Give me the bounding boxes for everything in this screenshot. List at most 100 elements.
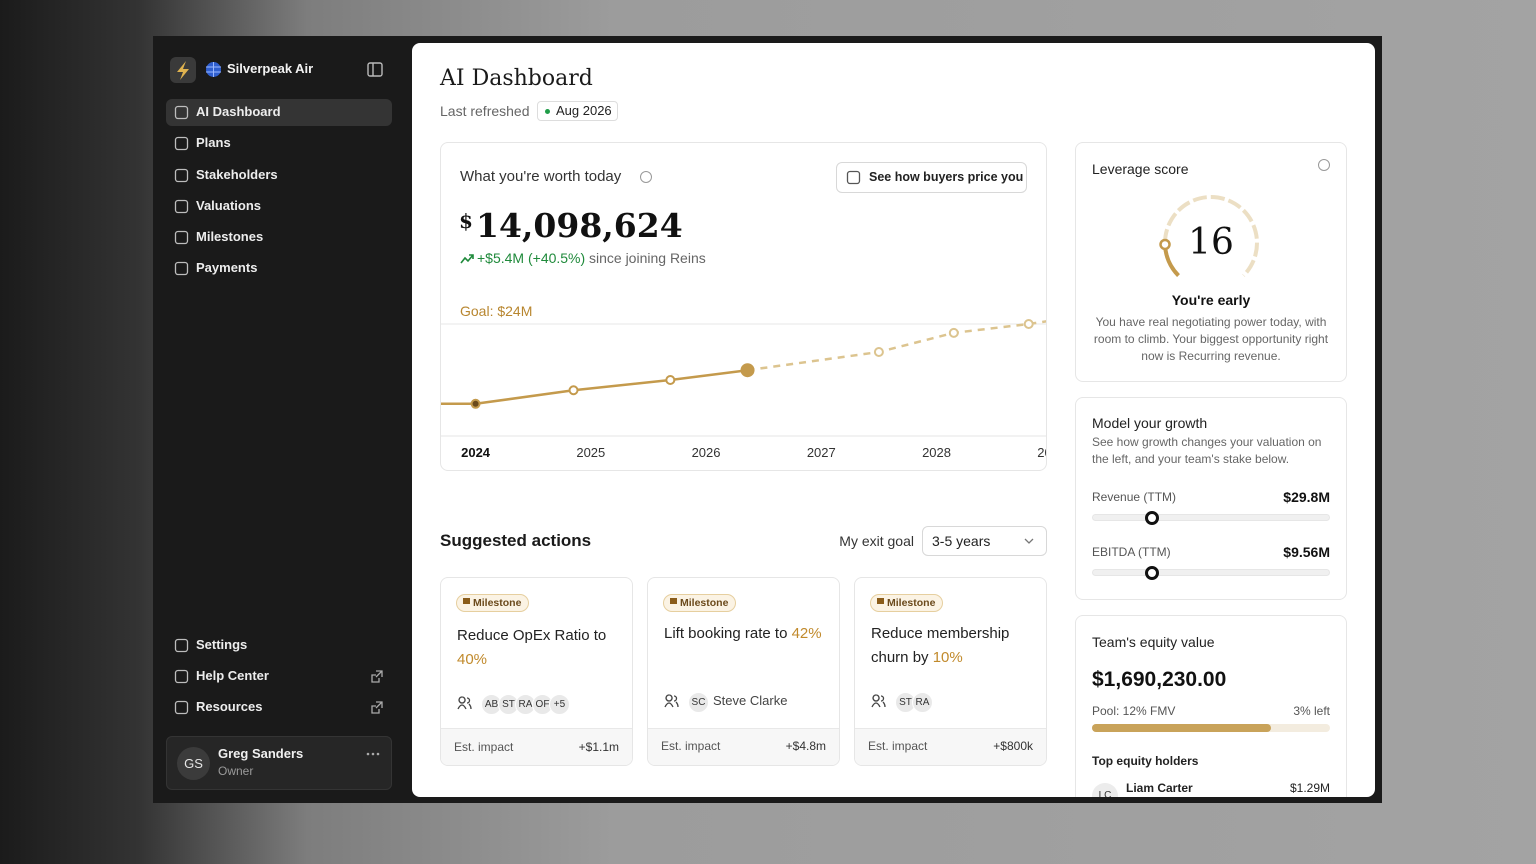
- icon-shape: [174, 230, 189, 245]
- icon-shape: [174, 700, 189, 715]
- menu-dot: [376, 752, 380, 756]
- worth-change: +$5.4M (+40.5%): [477, 250, 586, 266]
- equity-title: Team's equity value: [1092, 634, 1215, 650]
- action-highlight: 42%: [791, 625, 822, 642]
- slider-value: $29.8M: [1283, 489, 1330, 505]
- people-icon: [457, 696, 472, 710]
- data-point: [873, 347, 884, 357]
- x-tick-label: 2025: [576, 445, 605, 460]
- worth-change-note: since joining Reins: [589, 250, 706, 266]
- data-point: [948, 327, 959, 338]
- equity-value: $1,690,230.00: [1092, 668, 1227, 691]
- action-text: Reduce membership churn by 10%: [871, 622, 1031, 670]
- people-icon: [871, 694, 886, 708]
- slider-knob[interactable]: [1144, 566, 1159, 580]
- nav-label: AI Dashboard: [196, 104, 281, 119]
- sidebar-toggle: [367, 62, 383, 77]
- slider-knob[interactable]: [1144, 511, 1159, 525]
- nav-label: Stakeholders: [196, 167, 278, 182]
- icon: [174, 136, 189, 151]
- leverage-score: 16: [1188, 222, 1234, 263]
- external-link-icon: [371, 701, 383, 714]
- worth-title: What you're worth today: [460, 168, 622, 185]
- goal-label: Goal: $24M: [460, 303, 532, 319]
- badge-label: Milestone: [887, 597, 936, 609]
- person-name: Steve Clarke: [713, 693, 788, 708]
- gauge: [1159, 195, 1259, 277]
- icon: [174, 261, 189, 276]
- people-shape: [871, 694, 886, 708]
- action-text-main: Lift booking rate to: [664, 625, 788, 642]
- gauge-knob: [1159, 238, 1171, 251]
- x-tick-label: 2024: [461, 445, 491, 460]
- slider-label: EBITDA (TTM): [1092, 545, 1171, 559]
- icon-shape: [174, 105, 189, 120]
- help-icon: [1318, 159, 1330, 171]
- avatar: +5: [549, 694, 570, 715]
- impact-value: +$4.8m: [785, 739, 826, 753]
- chevron-shape: [1024, 538, 1034, 544]
- user-menu: [366, 752, 380, 756]
- avatar: RA: [912, 692, 933, 713]
- avatar: SC: [688, 692, 709, 713]
- data-point: [740, 363, 755, 378]
- slider-track: [1092, 514, 1330, 521]
- icon-shape: [174, 261, 189, 276]
- milestone-badge: [663, 594, 736, 612]
- action-text-main: Reduce OpEx Ratio to: [457, 627, 607, 644]
- icon: [174, 105, 189, 120]
- impact-label: Est. impact: [661, 739, 721, 753]
- leverage-status: You're early: [1171, 292, 1251, 308]
- pool-label: Pool: 12% FMV: [1092, 704, 1176, 718]
- icon-shape: [174, 168, 189, 183]
- icon-shape: [174, 199, 189, 214]
- exit-goal-select[interactable]: [922, 526, 1047, 556]
- flag-icon: [463, 598, 470, 604]
- actions-title: Suggested actions: [440, 531, 592, 550]
- nav-label: Milestones: [196, 229, 264, 244]
- action-highlight: 10%: [932, 649, 963, 666]
- growth-description: See how growth changes your valuation on…: [1092, 435, 1322, 466]
- avatar: AB: [481, 694, 502, 715]
- nav-label: Valuations: [196, 198, 262, 213]
- impact-value: +$1.1m: [578, 740, 619, 754]
- data-point: [568, 385, 579, 396]
- currency: $: [459, 209, 473, 233]
- buyers-button[interactable]: [836, 162, 1027, 193]
- avatar: RA: [515, 694, 536, 715]
- worth-card: [440, 142, 1047, 471]
- refreshed-label: Last refreshed: [440, 103, 530, 119]
- gauge-track: [1163, 195, 1259, 277]
- icon: [174, 700, 189, 715]
- toggle-shape: [367, 62, 383, 77]
- exit-goal-value: 3-5 years: [932, 533, 991, 549]
- leverage-title: Leverage score: [1092, 161, 1189, 177]
- leverage-card: [1075, 142, 1347, 382]
- slider-value: $9.56M: [1283, 544, 1330, 560]
- pool-fill: [1092, 724, 1271, 732]
- trend-icon: [460, 254, 474, 264]
- page-title: AI Dashboard: [440, 66, 593, 91]
- growth-title: Model your growth: [1092, 415, 1208, 431]
- people-shape: [664, 694, 679, 708]
- user-role: Owner: [218, 764, 254, 778]
- data-point: [470, 398, 481, 409]
- action-text: Lift booking rate to 42%: [664, 622, 824, 646]
- buyers-button-label: See how buyers price you: [869, 170, 1024, 184]
- icon: [174, 168, 189, 183]
- slider-track: [1092, 569, 1330, 576]
- holder-avatar: LC: [1092, 783, 1118, 797]
- footer-nav-label: Resources: [196, 699, 263, 714]
- worth-value: 14,098,624: [476, 206, 683, 245]
- org-name: Silverpeak Air: [227, 61, 314, 76]
- impact-label: Est. impact: [868, 739, 928, 753]
- flag-icon: [877, 598, 884, 604]
- leverage-description: You have real negotiating power today, w…: [1093, 315, 1329, 363]
- holder-value: $1.29M: [1289, 781, 1330, 795]
- nav-label: Plans: [196, 135, 231, 150]
- menu-dot: [366, 752, 370, 756]
- action-text: Reduce OpEx Ratio to 40%: [457, 624, 622, 672]
- milestone-badge: [870, 594, 943, 612]
